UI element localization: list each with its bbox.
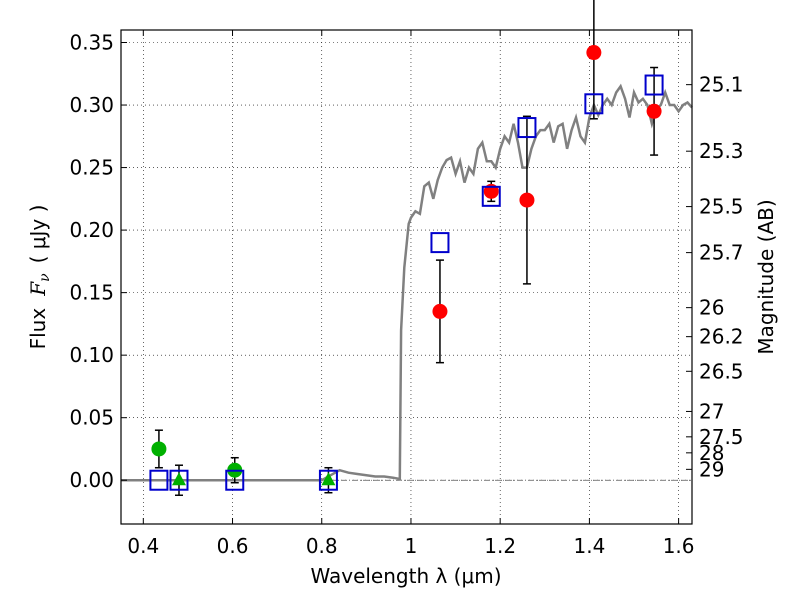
x-tick-label: 1.2 xyxy=(484,534,516,558)
model-photometry-square xyxy=(644,74,664,96)
model-photometry-square xyxy=(225,469,245,491)
mag-tick-label: 25.7 xyxy=(699,241,744,265)
y-axis-title-prefix: Flux xyxy=(26,308,50,350)
x-axis-title: Wavelength λ (μm) xyxy=(310,564,501,588)
y-axis-title: Flux Fν ( μJy ) xyxy=(26,205,53,350)
y-tick-label: 0.30 xyxy=(69,93,114,117)
green-triangle xyxy=(171,472,186,486)
data-layer xyxy=(121,0,693,496)
y-axis-title-units: ( μJy ) xyxy=(26,205,50,264)
red-point xyxy=(432,303,448,319)
y-tick-label: 0.00 xyxy=(69,468,114,492)
model-sed-line xyxy=(121,83,693,482)
x-tick-label: 0.6 xyxy=(217,534,249,558)
grid xyxy=(121,30,692,524)
x-tick-label: 1 xyxy=(405,534,418,558)
y-axis-title-symbol: F xyxy=(26,281,50,297)
ticks: 0.4 0.6 0.8 1 1.2 1.4 1.6 0.00 0.05 0.10 0.15 0.20 0… xyxy=(69,30,744,558)
green-point xyxy=(151,441,167,457)
y-tick-label: 0.35 xyxy=(69,31,114,55)
model-photometry-square xyxy=(149,469,169,491)
green-triangle xyxy=(321,472,336,486)
mag-tick-label: 27.5 xyxy=(699,425,744,449)
model-photometry-square xyxy=(584,93,604,115)
model-photometry-square xyxy=(169,469,189,491)
y-tick-label: 0.15 xyxy=(69,281,114,305)
mag-tick-label: 25.3 xyxy=(699,139,744,163)
mag-tick-label: 26 xyxy=(699,296,724,320)
mag-tick-label: 26.2 xyxy=(699,325,744,349)
model-photometry-square xyxy=(481,185,501,207)
y-tick-label: 0.05 xyxy=(69,406,114,430)
y-tick-label: 0.10 xyxy=(69,343,114,367)
mag-tick-label: 25.1 xyxy=(699,73,744,97)
red-point xyxy=(519,192,535,208)
y-tick-label: 0.25 xyxy=(69,156,114,180)
model-photometry-square xyxy=(430,232,450,254)
x-tick-label: 1.6 xyxy=(663,534,695,558)
mag-tick-label: 26.5 xyxy=(699,359,744,383)
plot-frame xyxy=(120,29,693,525)
model-photometry-square xyxy=(318,469,338,491)
x-tick-label: 1.4 xyxy=(573,534,605,558)
mag-tick-label: 28 xyxy=(699,441,724,465)
model-photometry-square xyxy=(517,117,537,139)
y-axis-title-subscript: ν xyxy=(37,273,53,282)
red-point xyxy=(586,45,602,61)
mag-tick-label: 25.5 xyxy=(699,195,744,219)
x-tick-label: 0.4 xyxy=(127,534,159,558)
y2-axis-title: Magnitude (AB) xyxy=(754,199,778,354)
y-tick-label: 0.20 xyxy=(69,218,114,242)
red-point xyxy=(646,103,662,119)
x-tick-label: 0.8 xyxy=(306,534,338,558)
mag-tick-label: 27 xyxy=(699,399,724,423)
mag-tick-label: 29 xyxy=(699,457,724,481)
